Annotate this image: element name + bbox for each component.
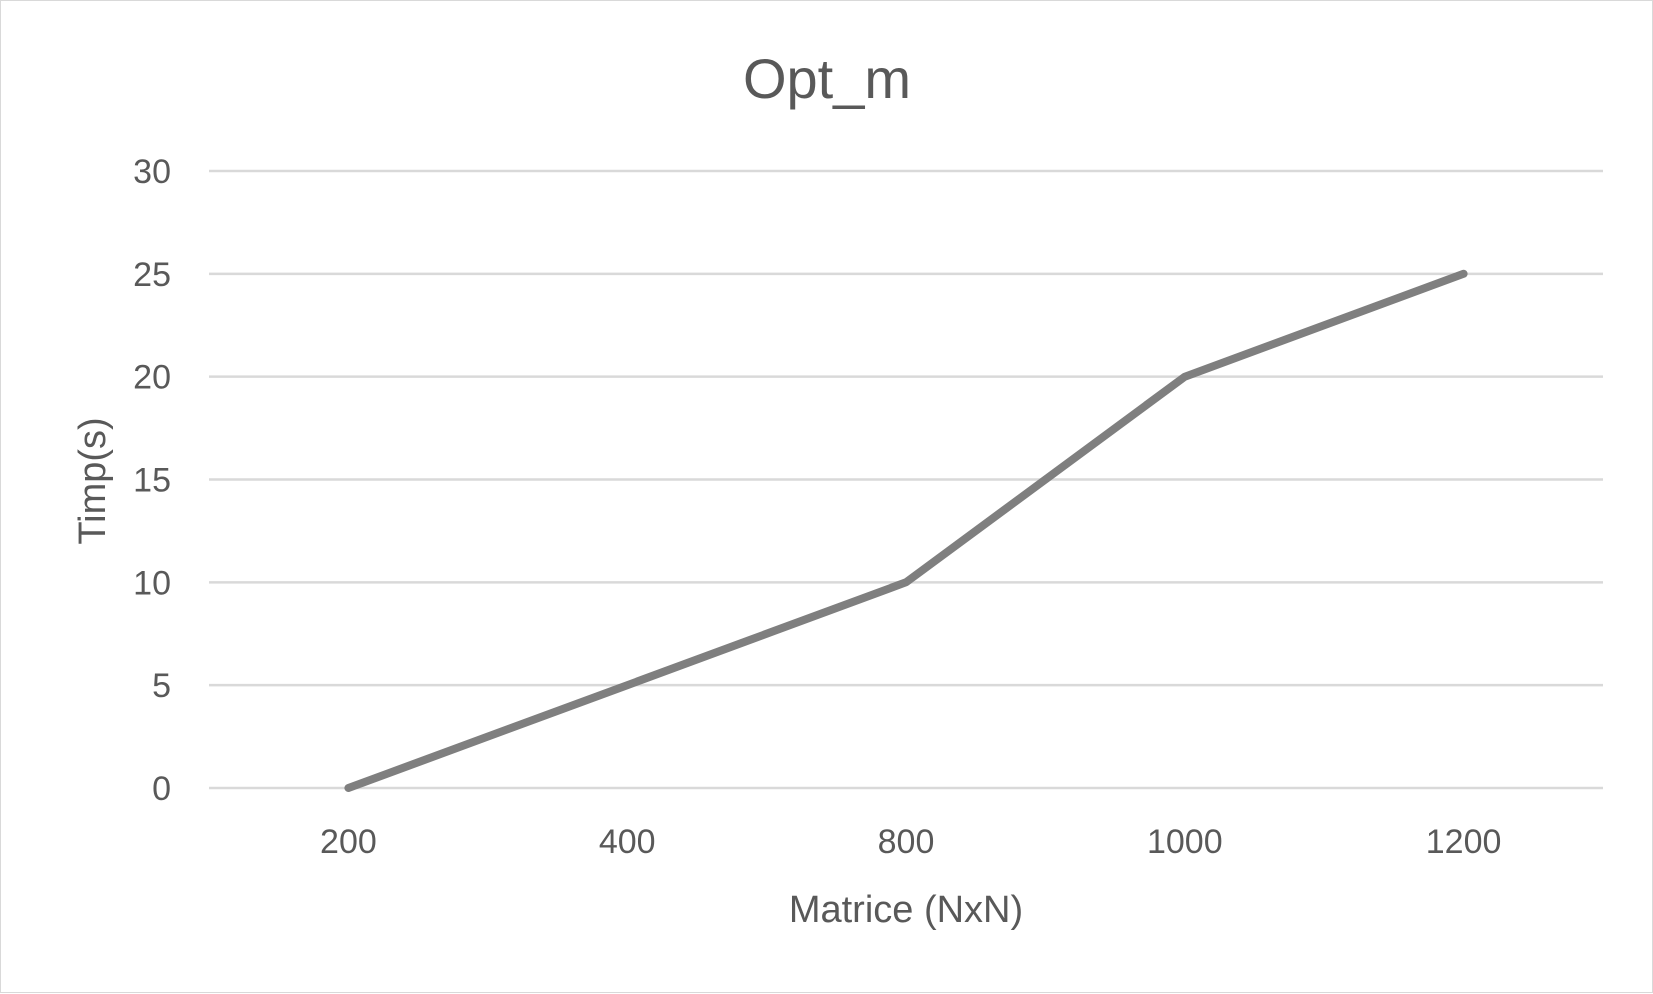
- series-layer: [348, 274, 1463, 788]
- y-tick-label: 30: [133, 153, 171, 191]
- x-tick-label: 800: [878, 823, 935, 861]
- y-tick-label: 5: [152, 667, 171, 705]
- x-tick-label: 1000: [1147, 823, 1223, 861]
- x-axis-ticks: 200 400 800 1000 1200: [320, 823, 1501, 861]
- y-axis-title: Timp(s): [72, 417, 114, 544]
- y-tick-label: 10: [133, 564, 171, 602]
- gridlines: [209, 171, 1603, 788]
- y-tick-label: 25: [133, 256, 171, 294]
- chart-title: Opt_m: [743, 47, 911, 110]
- x-axis-title: Matrice (NxN): [789, 889, 1023, 931]
- x-tick-label: 1200: [1426, 823, 1502, 861]
- x-tick-label: 400: [599, 823, 656, 861]
- y-tick-label: 20: [133, 359, 171, 397]
- y-tick-label: 0: [152, 770, 171, 808]
- y-tick-label: 15: [133, 462, 171, 500]
- series-line-0: [348, 274, 1463, 788]
- y-axis-ticks: 0 5 10 15 20 25 30: [133, 153, 171, 808]
- x-tick-label: 200: [320, 823, 377, 861]
